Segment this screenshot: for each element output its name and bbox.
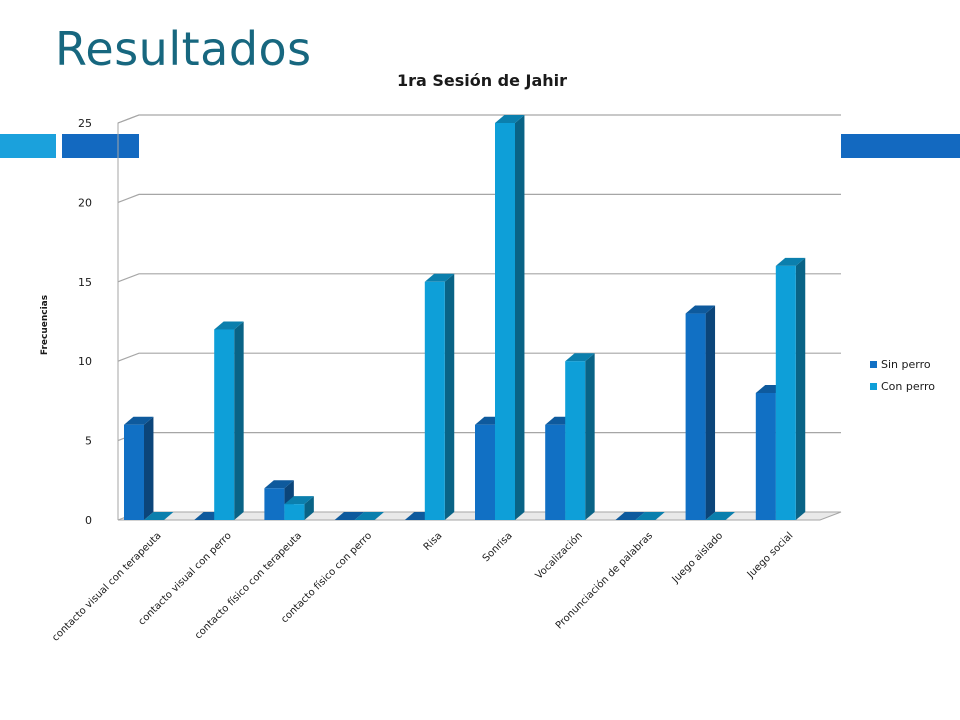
gridline — [117, 193, 841, 203]
y-tick-labels: 0 5 10 15 20 25 — [78, 117, 92, 527]
gridline — [117, 352, 841, 362]
accent-square — [0, 134, 56, 158]
chart-title: 1ra Sesión de Jahir — [397, 71, 567, 90]
bar — [144, 512, 174, 520]
y-axis-title: Frecuencias — [40, 295, 50, 355]
bar — [495, 115, 525, 520]
bar — [354, 512, 385, 520]
x-category-label: contacto visual con terapeuta — [50, 530, 163, 643]
legend-label: Con perro — [881, 380, 935, 393]
legend: Sin perro Con perro — [870, 358, 935, 393]
bar — [124, 416, 154, 520]
x-category-label: Sonrisa — [481, 530, 515, 564]
bar — [615, 512, 645, 520]
bar — [685, 305, 716, 520]
x-category-label: Risa — [422, 530, 445, 553]
legend-swatch — [870, 383, 877, 390]
x-category-label: Juego social — [745, 530, 796, 581]
bar — [334, 512, 365, 520]
legend-swatch — [870, 361, 877, 368]
y-tick-label: 20 — [78, 196, 92, 209]
bar — [775, 257, 806, 520]
x-category-label: Vocalización — [533, 530, 585, 582]
gridline — [117, 114, 841, 124]
bar — [635, 512, 665, 520]
x-category-label: Juego aislado — [670, 530, 726, 586]
bar — [424, 273, 455, 520]
y-tick-label: 0 — [85, 514, 92, 527]
gridline — [117, 273, 841, 283]
bar — [284, 496, 314, 520]
bar — [565, 353, 595, 520]
legend-label: Sin perro — [881, 358, 931, 371]
y-tick-label: 10 — [78, 355, 92, 368]
y-tick-label: 15 — [78, 276, 92, 289]
y-tick-label: 5 — [85, 435, 92, 448]
slide-title: Resultados — [55, 22, 312, 76]
y-tick-label: 25 — [78, 117, 92, 130]
bar — [705, 512, 736, 520]
bar — [214, 321, 244, 520]
bar — [264, 480, 294, 520]
bars-layer — [124, 115, 806, 520]
